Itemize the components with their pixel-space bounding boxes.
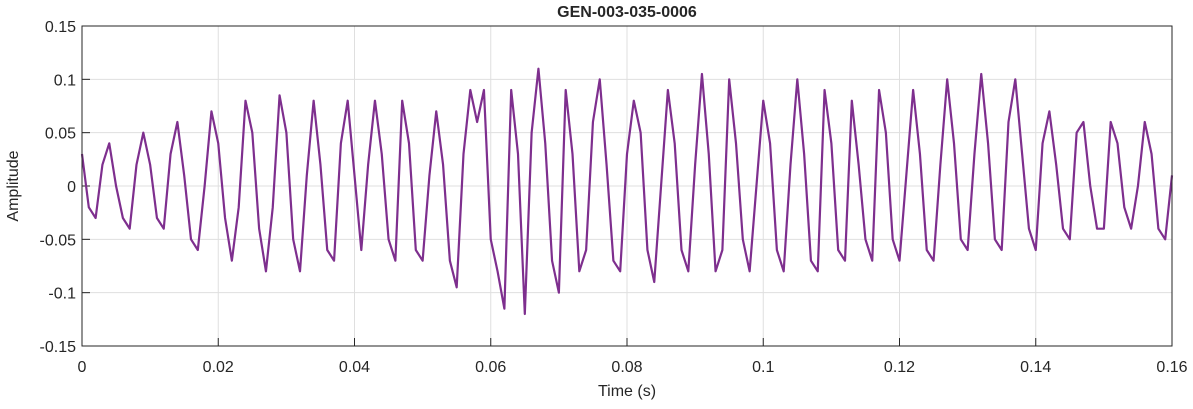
x-tick-label: 0.06 — [475, 359, 506, 376]
y-tick-label: 0.15 — [45, 19, 76, 36]
line-series — [80, 67, 1174, 316]
x-tick-label: 0.04 — [339, 359, 370, 376]
x-tick-label: 0.08 — [611, 359, 642, 376]
x-tick-label: 0.02 — [203, 359, 234, 376]
x-tick-label: 0 — [78, 359, 87, 376]
y-axis-label: Amplitude — [5, 150, 22, 221]
x-tick-label: 0.1 — [752, 359, 774, 376]
axes-box — [81, 25, 1173, 347]
x-tick-label: 0.14 — [1020, 359, 1051, 376]
x-tick-label: 0.16 — [1156, 359, 1187, 376]
y-tick-label: 0 — [67, 179, 76, 196]
y-tick-label: -0.1 — [48, 286, 76, 303]
y-tick-label: -0.15 — [40, 339, 77, 356]
y-tick-label: -0.05 — [40, 232, 77, 249]
x-tick-label: 0.12 — [884, 359, 915, 376]
plot — [80, 67, 1174, 316]
y-tick-label: 0.05 — [45, 126, 76, 143]
y-tick-label: 0.1 — [54, 72, 76, 89]
chart-title: GEN-003-035-0006 — [557, 4, 697, 21]
x-axis-label: Time (s) — [598, 383, 656, 400]
